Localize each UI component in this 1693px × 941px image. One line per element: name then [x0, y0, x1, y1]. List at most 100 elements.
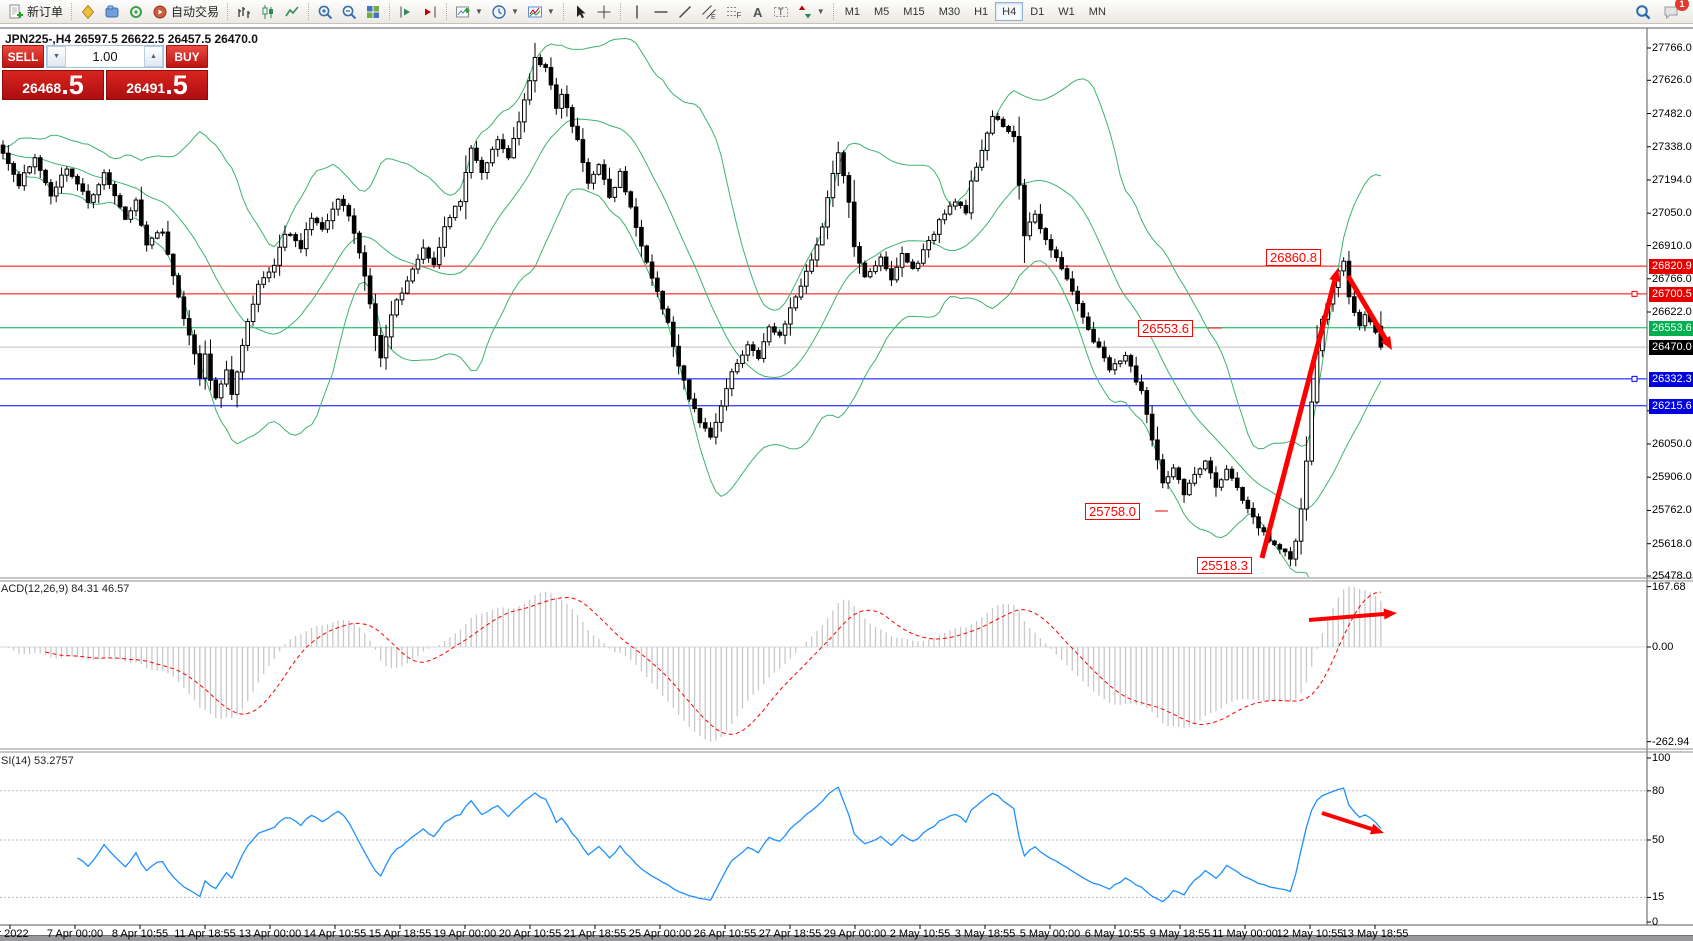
price-axis-badge: 26820.9: [1649, 259, 1693, 275]
price-axis-badge: 26553.6: [1649, 320, 1693, 336]
new-order-button[interactable]: 新订单: [4, 1, 67, 22]
time-axis-label: 11 Apr 18:55: [174, 928, 236, 940]
search-button[interactable]: [1631, 1, 1655, 22]
trend-arrow-object[interactable]: [1321, 811, 1373, 831]
rsi-axis-tick: 0: [1652, 916, 1659, 928]
one-click-row-prices: 26468.5 26491.5: [2, 70, 208, 100]
cursor-button[interactable]: [568, 1, 592, 22]
price-axis-tick: 25478.0: [1652, 570, 1692, 582]
bar-chart-button[interactable]: [232, 1, 256, 22]
arrow-objects-button[interactable]: ▼: [793, 1, 829, 22]
line-chart-icon: [285, 5, 299, 16]
analysis-arrows[interactable]: [1155, 268, 1397, 835]
price-annotation[interactable]: 25758.0: [1085, 503, 1140, 520]
arrow-head[interactable]: [1380, 336, 1392, 350]
crosshair-button[interactable]: [592, 1, 616, 22]
time-axis-label: 13 Apr 00:00: [238, 928, 302, 940]
volume-box: ▼ ▲: [46, 45, 164, 68]
arrow-objects-icon: [798, 5, 811, 18]
rsi-axis-tick: 50: [1652, 834, 1665, 846]
autotrade-button[interactable]: 自动交易: [148, 1, 223, 22]
price-axis-badge: 26215.6: [1649, 398, 1693, 414]
toolbar-right-group: 1: [1631, 0, 1689, 22]
horizontal-line-button[interactable]: [649, 1, 673, 22]
trendline-button[interactable]: [673, 1, 697, 22]
zoom-out-button[interactable]: [337, 1, 361, 22]
timeframe-m5-button[interactable]: M5: [867, 2, 896, 21]
trend-arrow-object[interactable]: [1308, 612, 1385, 622]
sell-price-button[interactable]: 26468.5: [2, 70, 104, 100]
toolbar-separator: [71, 3, 73, 20]
time-axis-label: 14 Apr 10:55: [303, 928, 367, 940]
price-axis-tick: 26766.0: [1652, 272, 1692, 285]
price-annotation[interactable]: 25518.3: [1197, 557, 1252, 574]
vertical-line-icon: [636, 5, 638, 18]
arrow-head[interactable]: [1383, 608, 1397, 620]
price-axis-tick: 25906.0: [1652, 471, 1692, 484]
chart-template-button[interactable]: ▼: [523, 1, 559, 22]
arrow-head[interactable]: [1369, 823, 1384, 835]
market-watch-button[interactable]: [76, 1, 100, 22]
chart-shift-button[interactable]: [418, 1, 442, 22]
zoom-in-button[interactable]: [313, 1, 337, 22]
search-icon: [1636, 4, 1651, 19]
time-axis-label: 15 Apr 18:55: [368, 928, 432, 940]
autotrade-icon: [153, 5, 167, 18]
buy-price-button[interactable]: 26491.5: [106, 70, 208, 100]
chart-window: JPN225-,H4 26597.5 26622.5 26457.5 26470…: [0, 24, 1693, 941]
timeframe-w1-button[interactable]: W1: [1051, 2, 1082, 21]
timeframe-m15-button[interactable]: M15: [896, 2, 931, 21]
arrow-head[interactable]: [1329, 268, 1341, 282]
svg-text:T: T: [778, 7, 784, 17]
timeframe-h4-button[interactable]: H4: [995, 2, 1024, 21]
one-click-row-buttons: SELL ▼ ▲ BUY: [2, 45, 208, 68]
timeframe-m30-button[interactable]: M30: [932, 2, 967, 21]
text-label-button[interactable]: T: [769, 1, 793, 22]
text-button[interactable]: A: [745, 1, 769, 22]
timeframe-d1-button[interactable]: D1: [1023, 2, 1051, 21]
new-chart-icon: [456, 6, 470, 17]
volume-increase-button[interactable]: ▲: [144, 46, 163, 67]
price-axis-badge: 26332.3: [1649, 371, 1693, 387]
sell-button[interactable]: SELL: [2, 45, 44, 68]
rsi-indicator: [0, 786, 1647, 903]
market-watch-icon: [81, 4, 95, 19]
line-chart-button[interactable]: [280, 1, 304, 22]
auto-scroll-icon: [400, 6, 411, 17]
timeframe-h1-button[interactable]: H1: [967, 2, 995, 21]
tile-windows-button[interactable]: [361, 1, 385, 22]
navigator-button[interactable]: [100, 1, 124, 22]
svg-text:F: F: [736, 11, 741, 20]
crosshair-icon: [597, 5, 611, 18]
line-handle[interactable]: [1631, 290, 1638, 297]
time-axis-label: 13 May 18:55: [1341, 928, 1409, 940]
new-chart-button[interactable]: ▼: [451, 1, 487, 22]
volume-input[interactable]: [66, 46, 144, 67]
equidistant-channel-button[interactable]: E: [697, 1, 721, 22]
signals-button[interactable]: [124, 1, 148, 22]
fibonacci-icon: F: [726, 6, 741, 20]
trend-arrow-object[interactable]: [1345, 274, 1388, 341]
timeframe-mn-button[interactable]: MN: [1082, 2, 1113, 21]
toolbar-separator: [389, 3, 391, 20]
price-axis-badge: 26470.0: [1649, 340, 1693, 356]
price-annotation[interactable]: 26553.6: [1138, 320, 1193, 337]
rsi-line: [77, 786, 1382, 903]
buy-button[interactable]: BUY: [166, 45, 208, 68]
price-annotation[interactable]: 26860.8: [1266, 249, 1321, 266]
toolbar-separator: [562, 3, 564, 20]
volume-decrease-button[interactable]: ▼: [47, 46, 66, 67]
price-axis-badge: 26700.5: [1649, 286, 1693, 302]
price-axis-tick: 27482.0: [1652, 107, 1692, 120]
candlestick-chart-button[interactable]: [256, 1, 280, 22]
timeframe-m1-button[interactable]: M1: [838, 2, 867, 21]
period-selector-button[interactable]: ▼: [487, 1, 523, 22]
vertical-line-button[interactable]: [625, 1, 649, 22]
candlesticks: [0, 42, 1384, 567]
fibonacci-button[interactable]: F: [721, 1, 745, 22]
auto-scroll-button[interactable]: [394, 1, 418, 22]
trend-arrow-object[interactable]: [1259, 279, 1338, 559]
time-axis-label: 5 May 00:00: [1019, 928, 1081, 940]
line-handle[interactable]: [1631, 375, 1638, 382]
rsi-indicator-label: SI(14) 53.2757: [1, 755, 74, 767]
